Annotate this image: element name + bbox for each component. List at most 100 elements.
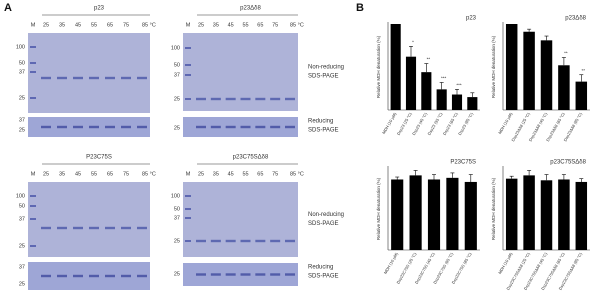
gel-band <box>57 125 67 129</box>
bar <box>575 181 588 250</box>
gel-band <box>105 226 115 230</box>
ladder-band <box>185 208 191 210</box>
gel-title: p23Δδ8 <box>240 6 261 12</box>
gel-band <box>210 273 221 276</box>
bar <box>540 180 553 250</box>
gel-side-label: Reducing <box>308 119 333 125</box>
bar <box>436 89 447 110</box>
gel-band <box>225 97 236 101</box>
bar <box>391 179 404 250</box>
lane-label: 65 <box>107 22 113 28</box>
gel-band <box>137 274 147 278</box>
lane-label: 65 <box>257 22 263 28</box>
ladder-band <box>185 240 191 242</box>
bar <box>523 175 535 250</box>
lane-label: 85 °C <box>290 171 304 177</box>
lane-label: 45 <box>228 22 234 28</box>
bar <box>523 31 535 111</box>
gel-side-label: Reducing <box>308 265 333 271</box>
panel-label: A <box>4 2 12 14</box>
lane-label: 85 °C <box>142 171 156 177</box>
ladder-band <box>30 218 36 220</box>
x-tick-label: MDH (10 µM) <box>381 111 398 135</box>
gel-band <box>270 239 281 243</box>
mw-marker: 100 <box>171 193 180 199</box>
mw-marker: 25 <box>174 125 180 131</box>
significance: ** <box>427 57 431 62</box>
lane-label: M <box>31 171 36 177</box>
panel-label: B <box>356 2 364 14</box>
gel-band <box>41 76 51 80</box>
gel <box>28 33 150 113</box>
ladder-band <box>185 195 191 197</box>
lane-label: 45 <box>75 22 81 28</box>
x-tick-label: Dsp23 (85 °C) <box>457 111 474 136</box>
bar <box>540 40 553 111</box>
ladder-band <box>30 245 36 247</box>
gel-band <box>89 226 99 230</box>
bar <box>467 97 478 110</box>
lane-label: 55 <box>242 22 248 28</box>
gel-band <box>285 97 295 101</box>
gel-band <box>73 226 83 230</box>
lane-label: 55 <box>242 171 248 177</box>
gel-band <box>41 125 51 129</box>
gel-side-label: SDS-PAGE <box>308 274 339 280</box>
mw-marker: 37 <box>19 216 25 222</box>
y-axis-label: Relative MDH denaturation (%) <box>376 177 381 240</box>
gel-band <box>137 226 147 230</box>
mw-marker: 37 <box>19 117 25 123</box>
mw-marker: 37 <box>174 72 180 78</box>
mw-marker: 25 <box>19 127 25 133</box>
bar <box>505 24 518 110</box>
ladder-band <box>185 98 191 100</box>
gel-band <box>121 125 131 129</box>
lane-label: 25 <box>198 171 204 177</box>
significance: ** <box>564 51 568 56</box>
gel-band <box>89 125 99 129</box>
mw-marker: 25 <box>19 95 25 101</box>
ladder-band <box>30 97 36 99</box>
ladder-band <box>30 71 36 73</box>
bar <box>451 94 463 110</box>
lane-label: 75 <box>272 171 278 177</box>
bar <box>421 72 432 110</box>
gel-band <box>210 97 221 101</box>
gel-band <box>210 125 221 129</box>
mw-marker: 50 <box>19 203 25 209</box>
lane-label: 75 <box>272 22 278 28</box>
ladder-band <box>185 47 191 49</box>
lane-label: 55 <box>91 22 97 28</box>
gel-band <box>240 125 251 129</box>
gel-band <box>240 239 251 243</box>
y-axis-label: Relative MDH denaturation (%) <box>491 35 496 98</box>
lane-label: 25 <box>198 22 204 28</box>
lane-label: 25 <box>43 171 49 177</box>
x-tick-label: MDH (10 µM) <box>497 251 514 275</box>
mw-marker: 100 <box>171 45 180 51</box>
lane-label: 35 <box>213 171 219 177</box>
gel-band <box>57 76 67 80</box>
gel-band <box>285 239 295 243</box>
gel-band <box>121 274 131 278</box>
lane-label: 35 <box>59 22 65 28</box>
chart-title: p23Δδ8 <box>565 16 586 22</box>
gel-band <box>225 125 236 129</box>
gel-band <box>73 125 83 129</box>
gel <box>183 182 298 257</box>
chart-title: p23 <box>466 16 477 22</box>
gel-side-label: Non-reducing <box>308 212 344 218</box>
mw-marker: 50 <box>174 62 180 68</box>
gel-band <box>255 239 266 243</box>
gel-band <box>121 226 131 230</box>
gel-band <box>270 273 281 276</box>
mw-marker: 37 <box>19 69 25 75</box>
bar <box>558 179 570 250</box>
x-tick-label: MDH (10 µM) <box>497 111 514 135</box>
chart-title: P23C75S <box>450 160 476 166</box>
gel-band <box>225 239 236 243</box>
gel-band <box>57 226 67 230</box>
gel-band <box>196 273 206 276</box>
x-tick-label: Dsp23 (55 °C) <box>426 111 443 136</box>
